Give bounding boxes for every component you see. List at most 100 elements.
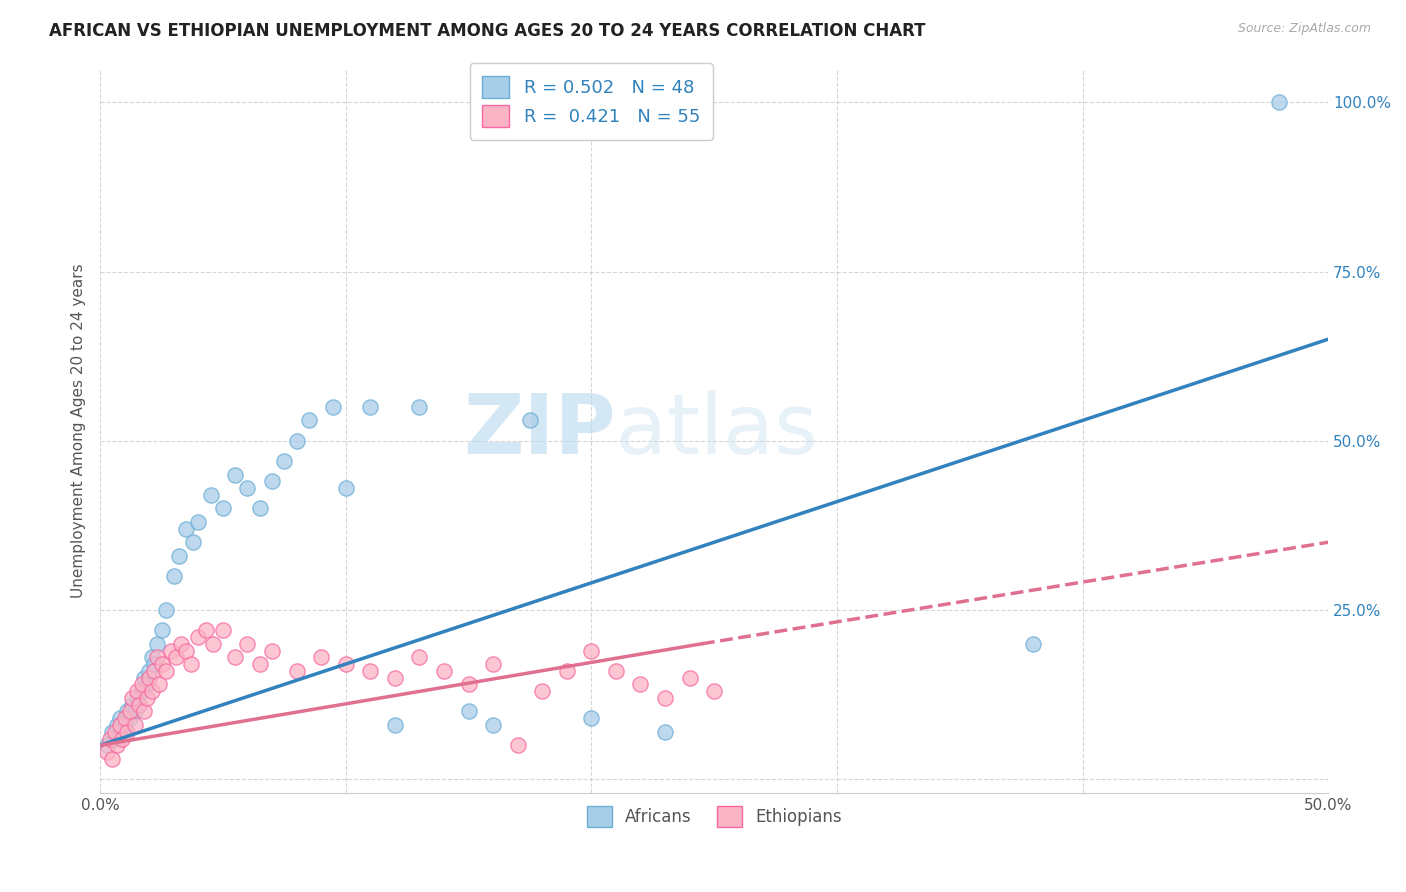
Point	[104, 724, 127, 739]
Point	[457, 705, 479, 719]
Text: atlas: atlas	[616, 390, 818, 471]
Point	[359, 664, 381, 678]
Point	[285, 664, 308, 678]
Point	[138, 671, 160, 685]
Point	[143, 657, 166, 671]
Point	[202, 637, 225, 651]
Point	[138, 664, 160, 678]
Point	[457, 677, 479, 691]
Point	[654, 724, 676, 739]
Point	[335, 657, 357, 671]
Point	[187, 515, 209, 529]
Text: AFRICAN VS ETHIOPIAN UNEMPLOYMENT AMONG AGES 20 TO 24 YEARS CORRELATION CHART: AFRICAN VS ETHIOPIAN UNEMPLOYMENT AMONG …	[49, 22, 925, 40]
Point	[124, 718, 146, 732]
Point	[200, 488, 222, 502]
Point	[104, 731, 127, 746]
Point	[531, 684, 554, 698]
Point	[224, 467, 246, 482]
Point	[654, 690, 676, 705]
Text: Source: ZipAtlas.com: Source: ZipAtlas.com	[1237, 22, 1371, 36]
Point	[155, 664, 177, 678]
Point	[135, 677, 157, 691]
Point	[174, 522, 197, 536]
Point	[236, 637, 259, 651]
Point	[165, 650, 187, 665]
Point	[124, 705, 146, 719]
Point	[105, 739, 128, 753]
Point	[519, 413, 541, 427]
Point	[170, 637, 193, 651]
Point	[134, 705, 156, 719]
Point	[285, 434, 308, 448]
Point	[260, 643, 283, 657]
Point	[141, 684, 163, 698]
Point	[125, 684, 148, 698]
Point	[114, 711, 136, 725]
Point	[121, 698, 143, 712]
Point	[384, 718, 406, 732]
Point	[134, 671, 156, 685]
Point	[98, 731, 121, 746]
Point	[118, 711, 141, 725]
Point	[101, 752, 124, 766]
Point	[678, 671, 700, 685]
Point	[433, 664, 456, 678]
Point	[506, 739, 529, 753]
Point	[555, 664, 578, 678]
Point	[115, 705, 138, 719]
Point	[1268, 95, 1291, 110]
Point	[128, 698, 150, 712]
Point	[384, 671, 406, 685]
Point	[121, 690, 143, 705]
Point	[128, 698, 150, 712]
Point	[581, 711, 603, 725]
Point	[605, 664, 627, 678]
Point	[174, 643, 197, 657]
Point	[249, 501, 271, 516]
Point	[108, 711, 131, 725]
Point	[167, 549, 190, 563]
Point	[1022, 637, 1045, 651]
Point	[160, 643, 183, 657]
Point	[105, 718, 128, 732]
Point	[163, 569, 186, 583]
Point	[125, 690, 148, 705]
Point	[150, 624, 173, 638]
Point	[145, 650, 167, 665]
Point	[143, 664, 166, 678]
Point	[322, 400, 344, 414]
Point	[145, 637, 167, 651]
Point	[114, 718, 136, 732]
Point	[298, 413, 321, 427]
Point	[108, 718, 131, 732]
Point	[150, 657, 173, 671]
Point	[96, 745, 118, 759]
Point	[111, 731, 134, 746]
Point	[482, 718, 505, 732]
Point	[131, 684, 153, 698]
Point	[236, 481, 259, 495]
Point	[111, 724, 134, 739]
Point	[96, 739, 118, 753]
Point	[408, 400, 430, 414]
Text: ZIP: ZIP	[464, 390, 616, 471]
Y-axis label: Unemployment Among Ages 20 to 24 years: Unemployment Among Ages 20 to 24 years	[72, 263, 86, 598]
Point	[335, 481, 357, 495]
Point	[194, 624, 217, 638]
Point	[115, 724, 138, 739]
Legend: Africans, Ethiopians: Africans, Ethiopians	[578, 798, 849, 835]
Point	[118, 705, 141, 719]
Point	[187, 630, 209, 644]
Point	[101, 724, 124, 739]
Point	[249, 657, 271, 671]
Point	[273, 454, 295, 468]
Point	[359, 400, 381, 414]
Point	[630, 677, 652, 691]
Point	[309, 650, 332, 665]
Point	[135, 690, 157, 705]
Point	[260, 475, 283, 489]
Point	[224, 650, 246, 665]
Point	[183, 535, 205, 549]
Point	[180, 657, 202, 671]
Point	[408, 650, 430, 665]
